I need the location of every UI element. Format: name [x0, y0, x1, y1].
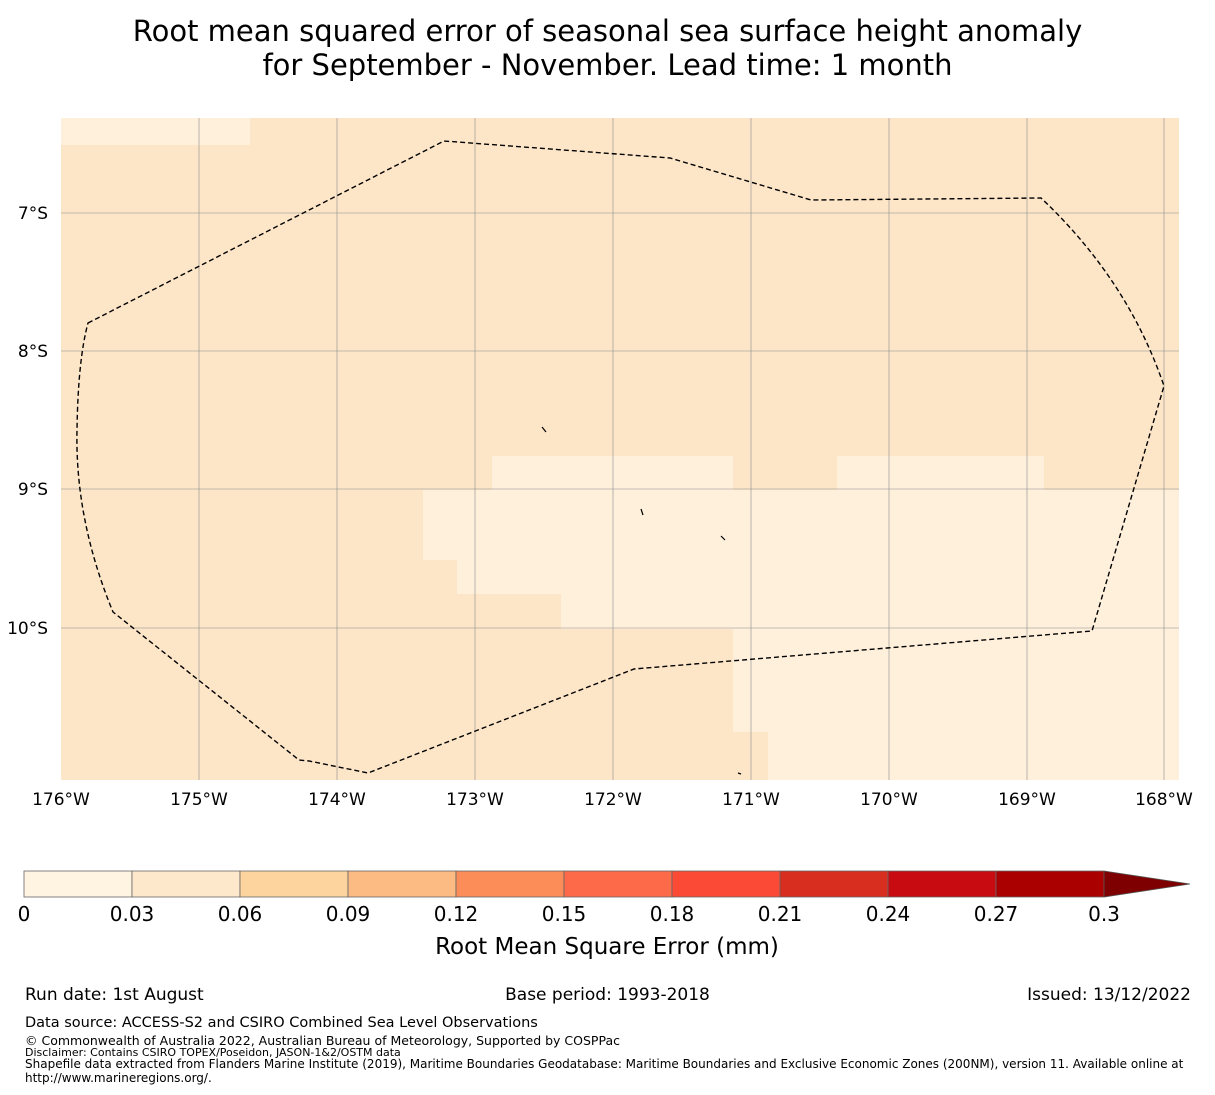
colorbar-tick-label: 0.06: [218, 902, 263, 926]
chart-title: Root mean squared error of seasonal sea …: [0, 14, 1215, 82]
lon-axis: 176°W 175°W 174°W 173°W 172°W 171°W 170°…: [32, 790, 1193, 810]
colorbar-swatches: [23, 870, 1105, 898]
colorbar-tick-label: 0.18: [650, 902, 695, 926]
lon-tick-label: 173°W: [446, 790, 504, 810]
colorbar-tick-label: 0.03: [110, 902, 155, 926]
colorbar-swatch: [671, 870, 781, 898]
colorbar-swatch: [239, 870, 349, 898]
rmse-field-low-patches: [61, 118, 1179, 780]
map-gridlines: [61, 118, 1179, 780]
colorbar-swatch: [131, 870, 241, 898]
colorbar-tick-label: 0.24: [866, 902, 911, 926]
lon-tick-label: 170°W: [860, 790, 918, 810]
islands: [541, 426, 742, 775]
lon-tick-label: 171°W: [722, 790, 780, 810]
colorbar-swatch: [347, 870, 457, 898]
title-line-1: Root mean squared error of seasonal sea …: [132, 14, 1083, 48]
copyright-notice: © Commonwealth of Australia 2022, Austra…: [25, 1033, 620, 1048]
colorbar-label: Root Mean Square Error (mm): [435, 934, 779, 960]
lon-tick-label: 174°W: [308, 790, 366, 810]
lat-axis: 7°S 8°S 9°S 10°S: [7, 204, 48, 639]
lat-tick-label: 10°S: [7, 619, 48, 639]
lon-tick-label: 169°W: [998, 790, 1056, 810]
lon-tick-label: 172°W: [584, 790, 642, 810]
title-line-2: for September - November. Lead time: 1 m…: [262, 48, 953, 82]
colorbar-swatch: [455, 870, 565, 898]
issued-date: Issued: 13/12/2022: [1027, 985, 1191, 1005]
colorbar-swatch: [887, 870, 997, 898]
colorbar-tick-label: 0.15: [542, 902, 587, 926]
map: 7°S 8°S 9°S 10°S 176°W 175°W 174°W 173°W…: [7, 118, 1193, 810]
lon-tick-label: 176°W: [32, 790, 90, 810]
colorbar: 0 0.03 0.06 0.09 0.12 0.15 0.18 0.21 0.24 0.27 0.3…: [18, 870, 1191, 960]
colorbar-tick-label: 0.09: [326, 902, 371, 926]
colorbar-swatch: [23, 870, 133, 898]
base-period: Base period: 1993-2018: [505, 985, 710, 1005]
data-source: Data source: ACCESS-S2 and CSIRO Combine…: [25, 1015, 538, 1031]
shapefile-credit: Shapefile data extracted from Flanders M…: [25, 1057, 1184, 1085]
colorbar-extend-arrow: [1103, 870, 1191, 898]
colorbar-tick-label: 0.21: [758, 902, 803, 926]
lat-tick-label: 7°S: [18, 204, 48, 224]
colorbar-tick-label: 0.12: [434, 902, 479, 926]
colorbar-tick-label: 0.27: [974, 902, 1019, 926]
colorbar-swatch: [995, 870, 1105, 898]
run-date: Run date: 1st August: [25, 985, 204, 1005]
lat-tick-label: 8°S: [18, 342, 48, 362]
disclaimer: Disclaimer: Contains CSIRO TOPEX/Poseido…: [25, 1046, 401, 1059]
colorbar-tick-label: 0: [18, 902, 31, 926]
colorbar-ticks: 0 0.03 0.06 0.09 0.12 0.15 0.18 0.21 0.24 0.27 0.3: [18, 902, 1120, 926]
lon-tick-label: 175°W: [170, 790, 228, 810]
colorbar-tick-label: 0.3: [1088, 902, 1120, 926]
colorbar-swatch: [563, 870, 673, 898]
lon-tick-label: 168°W: [1135, 790, 1193, 810]
eez-boundary: [76, 140, 1165, 774]
colorbar-swatch: [779, 870, 889, 898]
lat-tick-label: 9°S: [18, 480, 48, 500]
